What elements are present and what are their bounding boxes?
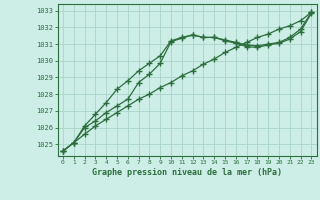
X-axis label: Graphe pression niveau de la mer (hPa): Graphe pression niveau de la mer (hPa): [92, 168, 282, 177]
